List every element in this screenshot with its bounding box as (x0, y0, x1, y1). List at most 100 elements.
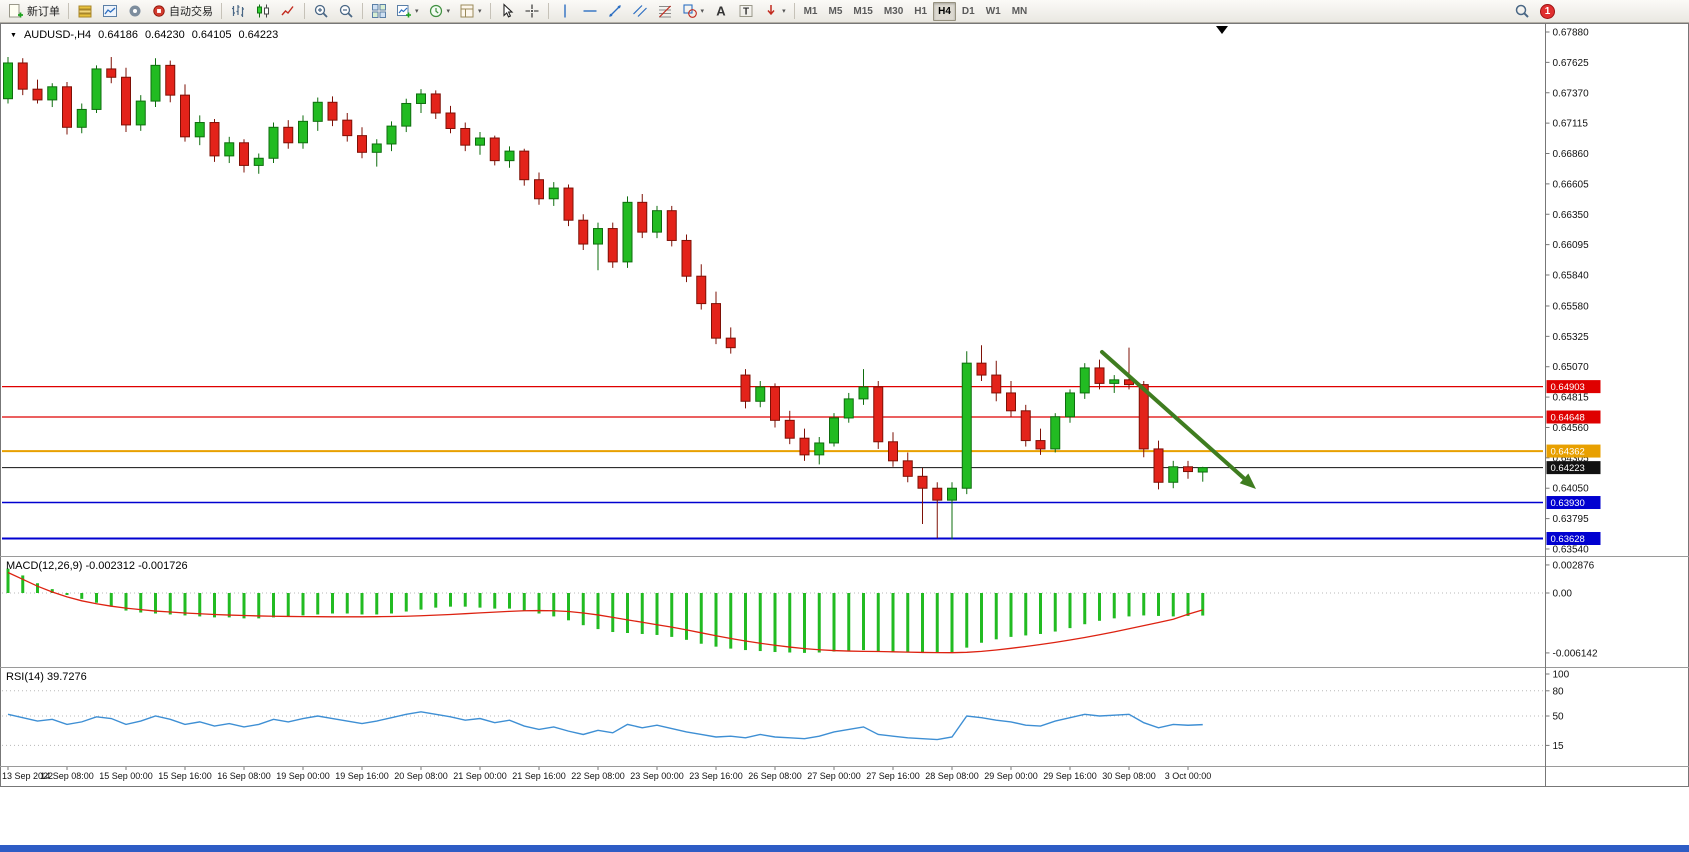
autotrading-label: 自动交易 (169, 6, 213, 18)
tile-windows-button[interactable] (367, 1, 391, 21)
notification-badge[interactable]: 1 (1540, 3, 1555, 19)
toolbar-separator (793, 3, 795, 19)
toolbar-separator (547, 3, 549, 19)
toolbar-right-cluster: 1 (1510, 1, 1685, 21)
trendline-button[interactable] (603, 1, 627, 21)
new-order-label: 新订单 (27, 6, 60, 18)
shapes-icon (682, 4, 697, 18)
chevron-down-icon: ▾ (478, 7, 482, 15)
svg-text:0.67115: 0.67115 (1553, 119, 1589, 130)
svg-text:100: 100 (1553, 670, 1570, 681)
chart-window-icon (103, 5, 117, 17)
toolbar-separator (68, 3, 69, 19)
crosshair-icon (525, 4, 539, 18)
search-icon (1515, 4, 1529, 18)
autotrading-button[interactable]: 自动交易 (148, 1, 217, 21)
svg-text:14 Sep 08:00: 14 Sep 08:00 (40, 771, 94, 781)
timeframe-h4[interactable]: H4 (933, 1, 956, 21)
bar-chart-icon (232, 5, 244, 17)
svg-text:0.00: 0.00 (1553, 589, 1573, 600)
autotrading-stop-icon (153, 5, 165, 17)
chevron-down-icon: ▾ (415, 7, 419, 15)
svg-text:30 Sep 08:00: 30 Sep 08:00 (1102, 771, 1156, 781)
cursor-icon (502, 3, 513, 18)
svg-text:0.66860: 0.66860 (1553, 149, 1590, 160)
candlestick-mode-button[interactable] (251, 1, 275, 21)
svg-text:21 Sep 00:00: 21 Sep 00:00 (453, 771, 507, 781)
crosshair-button[interactable] (520, 1, 544, 21)
svg-text:3 Oct 00:00: 3 Oct 00:00 (1165, 771, 1212, 781)
arrows-button[interactable]: ▾ (759, 1, 790, 21)
fibonacci-icon (658, 5, 671, 18)
svg-text:0.64648: 0.64648 (1551, 412, 1585, 423)
chevron-down-icon: ▾ (446, 7, 451, 15)
trend-arrow[interactable] (1100, 350, 1256, 489)
svg-text:0.64223: 0.64223 (1551, 463, 1585, 474)
new-order-button[interactable]: 新订单 (4, 1, 64, 21)
svg-text:0.002876: 0.002876 (1553, 560, 1595, 571)
svg-text:15 Sep 16:00: 15 Sep 16:00 (158, 771, 212, 781)
horizontal-line-button[interactable] (578, 1, 602, 21)
text-button[interactable]: A (709, 1, 733, 21)
chevron-down-icon: ▾ (782, 7, 786, 15)
svg-text:0.63930: 0.63930 (1551, 498, 1585, 509)
rsi-panel: 100 80 50 15 (2, 670, 1570, 752)
svg-text:28 Sep 08:00: 28 Sep 08:00 (925, 771, 979, 781)
svg-text:23 Sep 16:00: 23 Sep 16:00 (689, 771, 743, 781)
tile-windows-icon (372, 4, 386, 18)
timeframe-m5[interactable]: M5 (823, 2, 847, 21)
timeframe-m15[interactable]: M15 (848, 2, 877, 21)
timeframe-m1[interactable]: M1 (799, 2, 823, 21)
svg-text:0.67880: 0.67880 (1553, 28, 1590, 39)
svg-text:0.63540: 0.63540 (1553, 544, 1590, 555)
svg-text:0.64560: 0.64560 (1553, 423, 1590, 434)
svg-text:80: 80 (1553, 686, 1565, 697)
macd-panel: 0.002876 0.00 -0.006142 (2, 560, 1598, 659)
toolbar-separator (221, 3, 222, 19)
timeframe-mn[interactable]: MN (1007, 2, 1033, 21)
vertical-line-icon (563, 4, 566, 18)
chart-shift-marker (1216, 26, 1228, 34)
timeframe-m30[interactable]: M30 (879, 2, 908, 21)
svg-text:0.64362: 0.64362 (1551, 447, 1585, 458)
timeframe-h1[interactable]: H1 (909, 2, 932, 21)
bar-chart-mode-button[interactable] (226, 1, 250, 21)
channel-icon (632, 5, 647, 17)
timeframe-d1[interactable]: D1 (957, 2, 980, 21)
svg-text:27 Sep 16:00: 27 Sep 16:00 (866, 771, 920, 781)
text-label-button[interactable]: T (734, 1, 758, 21)
zoom-in-button[interactable] (309, 1, 333, 21)
voice-news-button[interactable] (123, 1, 147, 21)
periodicity-button[interactable]: ▾ (424, 1, 455, 21)
svg-text:0.64305: 0.64305 (1553, 453, 1590, 464)
candlesticks (3, 57, 1208, 540)
candlestick-icon (257, 4, 269, 18)
timeframe-w1[interactable]: W1 (981, 2, 1006, 21)
line-chart-mode-button[interactable] (276, 1, 300, 21)
price-axis: 0.67880 0.67625 0.67370 0.67115 0.66860 0.666… (1545, 28, 1590, 555)
svg-text:50: 50 (1553, 712, 1565, 723)
svg-text:0.63795: 0.63795 (1553, 514, 1590, 525)
svg-text:15 Sep 00:00: 15 Sep 00:00 (99, 771, 153, 781)
text-icon: A (716, 4, 726, 19)
channel-button[interactable] (628, 1, 652, 21)
zoom-out-button[interactable] (334, 1, 358, 21)
indicators-button[interactable]: ▾ (392, 1, 423, 21)
vertical-line-button[interactable] (553, 1, 577, 21)
search-button[interactable] (1510, 1, 1534, 21)
svg-text:19 Sep 16:00: 19 Sep 16:00 (335, 771, 389, 781)
fibonacci-button[interactable] (653, 1, 677, 21)
cursor-button[interactable] (495, 1, 519, 21)
svg-text:29 Sep 16:00: 29 Sep 16:00 (1043, 771, 1097, 781)
template-icon (460, 4, 474, 18)
shapes-button[interactable]: ▾ (678, 1, 709, 21)
market-depth-button[interactable] (73, 1, 97, 21)
templates-button[interactable]: ▾ (455, 1, 486, 21)
svg-text:0.65840: 0.65840 (1553, 271, 1590, 282)
charts-button[interactable] (98, 1, 122, 21)
svg-text:A: A (716, 4, 726, 19)
arrow-marker-icon (767, 5, 775, 16)
svg-text:22 Sep 08:00: 22 Sep 08:00 (571, 771, 625, 781)
